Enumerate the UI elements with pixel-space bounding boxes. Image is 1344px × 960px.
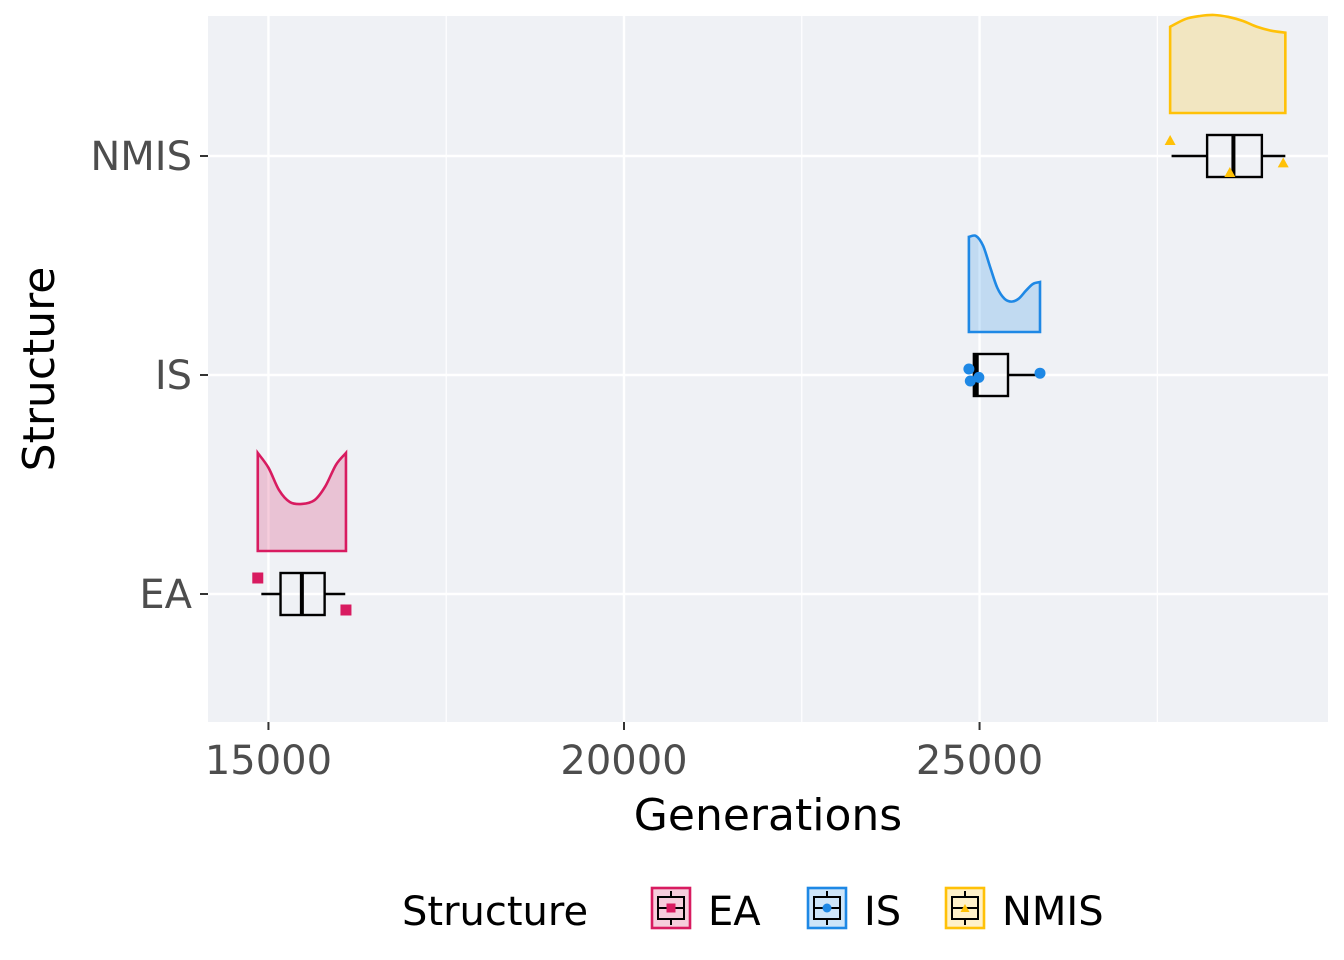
density-ea	[256, 448, 348, 553]
gridlines	[208, 16, 1328, 722]
raw-points	[252, 135, 1289, 616]
boxplots	[261, 133, 1286, 617]
boxplot-nmis	[1171, 133, 1286, 179]
point-is	[1034, 367, 1046, 379]
legend-key-marker	[822, 903, 832, 913]
density-clouds	[256, 13, 1287, 553]
y-tick-label: EA	[139, 572, 192, 618]
x-tick-label: 20000	[560, 738, 687, 784]
y-axis: EA IS NMIS	[90, 134, 208, 618]
point-nmis	[1164, 135, 1176, 145]
box-iqr	[972, 352, 1010, 398]
legend-key-marker	[666, 903, 676, 913]
legend-entry-nmis: NMIS	[944, 886, 1104, 935]
x-tick-label: 25000	[916, 738, 1043, 784]
x-axis: 15000 20000 25000	[205, 722, 1043, 784]
legend-label: IS	[864, 889, 901, 935]
point-ea	[340, 604, 352, 616]
point-ea	[252, 572, 264, 584]
legend-entry-is: IS	[806, 886, 901, 935]
legend-title: Structure	[402, 889, 588, 935]
point-nmis	[1277, 157, 1289, 168]
y-tick-label: NMIS	[90, 134, 192, 180]
point-is	[964, 375, 976, 387]
density-nmis	[1168, 13, 1287, 115]
legend-entry-ea: EA	[650, 886, 761, 935]
legend-label: EA	[708, 889, 761, 935]
point-is	[973, 371, 985, 383]
legend-key-marker	[960, 903, 970, 913]
x-axis-title: Generations	[634, 790, 902, 841]
y-axis-title: Structure	[14, 267, 65, 472]
plot-panel	[208, 16, 1328, 722]
point-is	[963, 363, 975, 375]
legend-label: NMIS	[1002, 889, 1104, 935]
legend: Structure EA IS NMIS	[402, 886, 1104, 935]
x-tick-label: 15000	[205, 738, 332, 784]
density-is	[967, 234, 1042, 334]
boxplot-ea	[261, 571, 346, 617]
point-nmis	[1224, 167, 1236, 177]
y-tick-label: IS	[155, 353, 192, 399]
